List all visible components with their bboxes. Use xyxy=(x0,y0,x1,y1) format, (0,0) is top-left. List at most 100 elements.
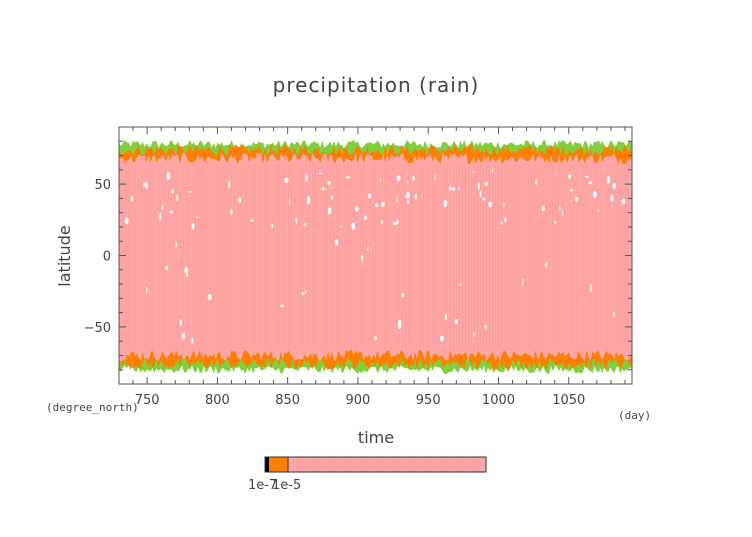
speckle xyxy=(367,193,372,199)
speckle xyxy=(396,175,401,182)
speckle xyxy=(363,215,367,220)
speckle xyxy=(169,210,174,214)
x-tick-label: 850 xyxy=(275,393,300,408)
colorbar: 1e-7 1e-5 xyxy=(248,456,487,493)
speckle xyxy=(346,175,350,179)
speckle xyxy=(590,284,593,292)
y-axis: 50 0 −50 xyxy=(84,126,632,385)
speckle xyxy=(396,219,399,225)
speckle xyxy=(330,195,334,200)
speckle xyxy=(588,181,593,185)
speckle xyxy=(443,199,448,208)
speckle xyxy=(130,196,134,202)
y-tick-label: 50 xyxy=(94,178,111,193)
speckle xyxy=(585,175,589,178)
speckle xyxy=(284,177,289,184)
speckle xyxy=(379,178,382,182)
speckle xyxy=(304,290,307,295)
speckle xyxy=(592,191,597,199)
speckle xyxy=(186,273,189,278)
speckle xyxy=(191,223,195,230)
speckle xyxy=(327,181,331,185)
speckle xyxy=(606,175,611,184)
south-orange-band xyxy=(119,346,632,370)
speckle xyxy=(451,187,456,191)
x-tick-label: 950 xyxy=(416,393,441,408)
speckle xyxy=(472,170,475,174)
plot-area xyxy=(118,126,633,385)
speckle xyxy=(145,181,148,190)
speckle xyxy=(541,205,546,212)
speckle xyxy=(301,292,305,295)
x-unit-label: (day) xyxy=(618,409,651,422)
speckle xyxy=(561,209,564,216)
y-tick-label: −50 xyxy=(84,321,111,336)
y-unit-label: (degree_north) xyxy=(46,401,139,414)
speckle xyxy=(454,318,458,325)
speckle xyxy=(289,197,291,206)
speckle xyxy=(230,209,233,215)
speckle xyxy=(143,181,145,188)
speckle xyxy=(306,196,311,205)
speckle xyxy=(191,337,194,345)
speckle xyxy=(396,196,398,203)
speckle xyxy=(380,201,385,207)
x-tick-label: 1000 xyxy=(482,393,515,408)
speckle xyxy=(305,173,308,182)
x-tick-label: 800 xyxy=(205,393,230,408)
speckle xyxy=(166,172,171,181)
colorbar-pink-segment xyxy=(288,457,486,472)
speckle xyxy=(375,203,379,207)
speckle xyxy=(559,204,561,212)
speckle xyxy=(406,180,409,184)
speckle xyxy=(207,294,212,300)
speckle xyxy=(334,239,339,246)
speckle xyxy=(503,202,505,208)
x-axis: 750 800 850 900 950 1000 1050 xyxy=(118,127,626,408)
speckle xyxy=(327,207,332,215)
speckle xyxy=(367,246,369,251)
speckle xyxy=(318,172,322,175)
speckle xyxy=(164,265,168,271)
speckle xyxy=(568,174,571,179)
speckle xyxy=(196,215,199,219)
speckle xyxy=(159,212,162,220)
colorbar-orange-segment xyxy=(269,457,288,472)
y-tick-label: 0 xyxy=(103,250,111,265)
speckle xyxy=(179,318,182,327)
speckle xyxy=(412,175,415,181)
speckle xyxy=(355,205,359,212)
speckle xyxy=(612,182,616,189)
speckle xyxy=(479,190,482,198)
speckle xyxy=(381,220,383,225)
speckle xyxy=(574,197,579,202)
speckle xyxy=(188,190,192,193)
speckle xyxy=(504,217,507,223)
speckle xyxy=(182,332,186,340)
speckle xyxy=(459,283,462,286)
speckle xyxy=(270,223,274,228)
speckle xyxy=(484,181,488,186)
speckle xyxy=(484,324,487,330)
speckle xyxy=(439,335,444,342)
speckle xyxy=(554,173,556,176)
speckle xyxy=(449,186,452,191)
speckle xyxy=(397,321,402,330)
speckle xyxy=(295,217,298,225)
speckle xyxy=(414,193,418,201)
speckle xyxy=(444,314,447,321)
speckle xyxy=(171,189,175,194)
speckle xyxy=(473,331,475,338)
x-tick-label: 900 xyxy=(346,393,371,408)
speckle xyxy=(238,197,242,203)
speckle xyxy=(351,222,356,230)
speckle xyxy=(434,174,436,182)
speckle xyxy=(500,221,503,226)
speckle xyxy=(250,219,254,222)
speckle xyxy=(184,267,188,275)
colorbar-black-segment xyxy=(265,457,269,472)
speckle xyxy=(554,220,556,225)
colorbar-label-2: 1e-5 xyxy=(272,478,301,493)
speckle xyxy=(545,261,548,268)
